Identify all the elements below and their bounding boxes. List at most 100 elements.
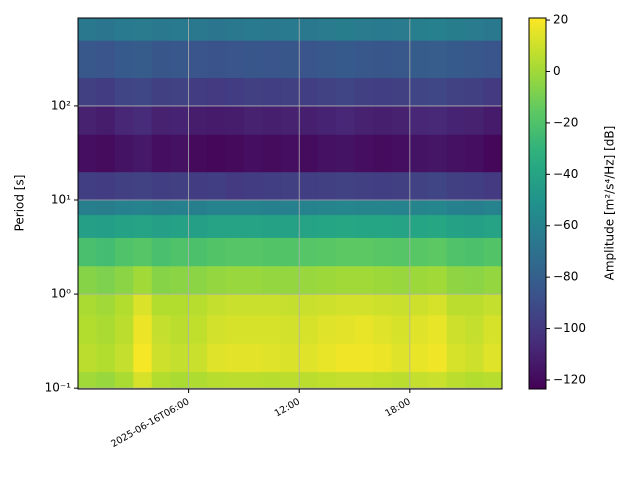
cell bbox=[170, 294, 190, 316]
cell bbox=[114, 371, 134, 390]
cell bbox=[409, 237, 429, 267]
cell bbox=[483, 343, 503, 373]
cell bbox=[188, 314, 208, 344]
cell bbox=[78, 171, 97, 201]
cell bbox=[465, 200, 485, 216]
cell bbox=[170, 343, 190, 373]
cell bbox=[78, 343, 97, 373]
cell bbox=[299, 294, 319, 316]
cell bbox=[114, 134, 134, 173]
cell bbox=[96, 105, 116, 135]
cell bbox=[299, 40, 319, 79]
cell bbox=[280, 294, 300, 316]
cell bbox=[465, 294, 485, 316]
cell bbox=[336, 105, 356, 135]
cell bbox=[299, 18, 319, 41]
cell bbox=[262, 105, 282, 135]
cell bbox=[262, 371, 282, 390]
cell bbox=[280, 171, 300, 201]
cell bbox=[354, 171, 374, 201]
cell bbox=[317, 371, 337, 390]
cell bbox=[391, 294, 411, 316]
colorbar-tick-label: −60 bbox=[553, 218, 578, 232]
cell bbox=[262, 343, 282, 373]
x-tick-label: 18:00 bbox=[383, 396, 412, 419]
cell bbox=[114, 343, 134, 373]
cell bbox=[317, 105, 337, 135]
cell bbox=[262, 314, 282, 344]
cell bbox=[170, 105, 190, 135]
cell bbox=[151, 77, 171, 107]
cell bbox=[262, 200, 282, 216]
cell bbox=[188, 40, 208, 79]
cell bbox=[225, 171, 245, 201]
cell bbox=[225, 343, 245, 373]
cell bbox=[170, 214, 190, 238]
cell bbox=[243, 134, 263, 173]
cell bbox=[465, 371, 485, 390]
colorbar-tick-label: −100 bbox=[553, 321, 586, 335]
cell bbox=[409, 134, 429, 173]
cell bbox=[372, 40, 392, 79]
cell bbox=[336, 200, 356, 216]
cell bbox=[465, 18, 485, 41]
cell bbox=[409, 371, 429, 390]
cell bbox=[262, 294, 282, 316]
cell bbox=[188, 200, 208, 216]
cell bbox=[225, 77, 245, 107]
cell bbox=[78, 77, 97, 107]
cell bbox=[262, 77, 282, 107]
cell bbox=[188, 265, 208, 295]
cell bbox=[483, 265, 503, 295]
cell bbox=[372, 134, 392, 173]
cell bbox=[243, 40, 263, 79]
cell bbox=[207, 40, 226, 79]
cell bbox=[170, 314, 190, 344]
cell bbox=[262, 214, 282, 238]
cell bbox=[428, 134, 448, 173]
cell bbox=[151, 237, 171, 267]
cell bbox=[465, 134, 485, 173]
cell bbox=[114, 294, 134, 316]
cell bbox=[243, 237, 263, 267]
cell bbox=[170, 40, 190, 79]
cell bbox=[409, 171, 429, 201]
cell bbox=[317, 18, 337, 41]
cell bbox=[262, 18, 282, 41]
cell bbox=[188, 171, 208, 201]
cell bbox=[243, 105, 263, 135]
cell bbox=[96, 237, 116, 267]
cell bbox=[170, 237, 190, 267]
cell bbox=[207, 214, 226, 238]
cell bbox=[483, 105, 503, 135]
cell bbox=[446, 314, 466, 344]
cell bbox=[96, 214, 116, 238]
cell bbox=[446, 371, 466, 390]
cell bbox=[207, 134, 226, 173]
cell bbox=[188, 343, 208, 373]
cell bbox=[96, 171, 116, 201]
cell bbox=[428, 105, 448, 135]
cell bbox=[446, 105, 466, 135]
cell bbox=[96, 134, 116, 173]
cell bbox=[170, 134, 190, 173]
cell bbox=[225, 134, 245, 173]
cell bbox=[96, 77, 116, 107]
cell bbox=[354, 371, 374, 390]
cell bbox=[114, 18, 134, 41]
cell bbox=[317, 314, 337, 344]
cell bbox=[262, 134, 282, 173]
colorbar-label: Amplitude [m²/s⁴/Hz] [dB] bbox=[603, 126, 617, 281]
cell bbox=[336, 237, 356, 267]
cell bbox=[133, 237, 153, 267]
colorbar bbox=[528, 17, 547, 390]
cell bbox=[225, 294, 245, 316]
cell bbox=[207, 314, 226, 344]
cell bbox=[372, 343, 392, 373]
cell bbox=[317, 265, 337, 295]
cell bbox=[262, 40, 282, 79]
cell bbox=[170, 265, 190, 295]
cell bbox=[372, 265, 392, 295]
cell bbox=[170, 371, 190, 390]
cell bbox=[133, 314, 153, 344]
